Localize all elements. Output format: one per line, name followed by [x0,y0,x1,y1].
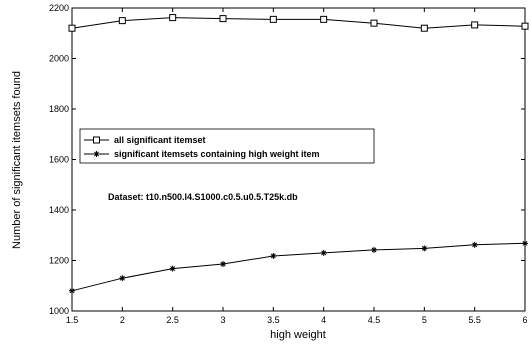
x-tick-label: 1.5 [66,315,79,325]
data-point-square [269,15,277,23]
data-point-star [471,241,478,248]
x-tick-label: 4.5 [368,315,381,325]
x-tick-label: 5 [422,315,427,325]
data-point-square [420,24,428,32]
data-point-square [521,22,529,30]
y-tick-label: 2200 [49,3,69,13]
legend-star-marker [93,151,100,157]
y-tick-label: 1000 [49,306,69,316]
series-layer [68,14,529,294]
legend-label-high-weight: significant itemsets containing high wei… [114,149,320,159]
y-tick-label: 1800 [49,104,69,114]
dataset-annotation: Dataset: t10.n500.l4.S1000.c0.5.u0.5.T25… [108,192,298,202]
data-point-square [320,15,328,23]
legend-label-all-significant: all significant itemset [114,135,206,145]
y-tick-label: 1400 [49,205,69,215]
data-point-square [68,24,76,32]
x-tick-label: 4 [321,315,326,325]
data-point-star [320,249,327,256]
x-tick-label: 3.5 [267,315,280,325]
y-tick-label: 1600 [49,155,69,165]
data-point-star [119,275,126,282]
x-tick-label: 2.5 [166,315,179,325]
data-point-star [421,245,428,252]
legend: all significant itemset significant item… [79,128,375,164]
data-point-square [169,14,177,22]
y-tick-label: 2000 [49,54,69,64]
y-axis-ticks: 1000 1200 1400 1600 1800 2000 2200 [49,3,525,316]
data-point-square [118,17,126,25]
series-line-1 [71,17,526,29]
series-line-2 [71,242,526,292]
x-tick-label: 6 [522,315,527,325]
data-point-star [270,252,277,259]
y-tick-label: 1200 [49,256,69,266]
data-point-star [522,240,528,247]
data-point-square [219,15,227,23]
x-axis-label: high weight [270,329,326,341]
data-point-square [471,21,479,29]
data-point-star [69,287,75,294]
data-point-star [371,246,377,253]
data-point-square [370,19,378,27]
x-axis-ticks: 1.5 2 2.5 3 3.5 4 4.5 5 5.5 6 [66,8,528,325]
x-tick-label: 2 [120,315,125,325]
y-axis-label: Number of significant itemsets found [11,71,23,249]
x-tick-label: 3 [220,315,225,325]
data-point-star [169,265,176,272]
legend-box [79,128,375,164]
x-tick-label: 5.5 [468,315,481,325]
legend-square-marker [93,136,100,144]
data-point-star [220,261,226,268]
